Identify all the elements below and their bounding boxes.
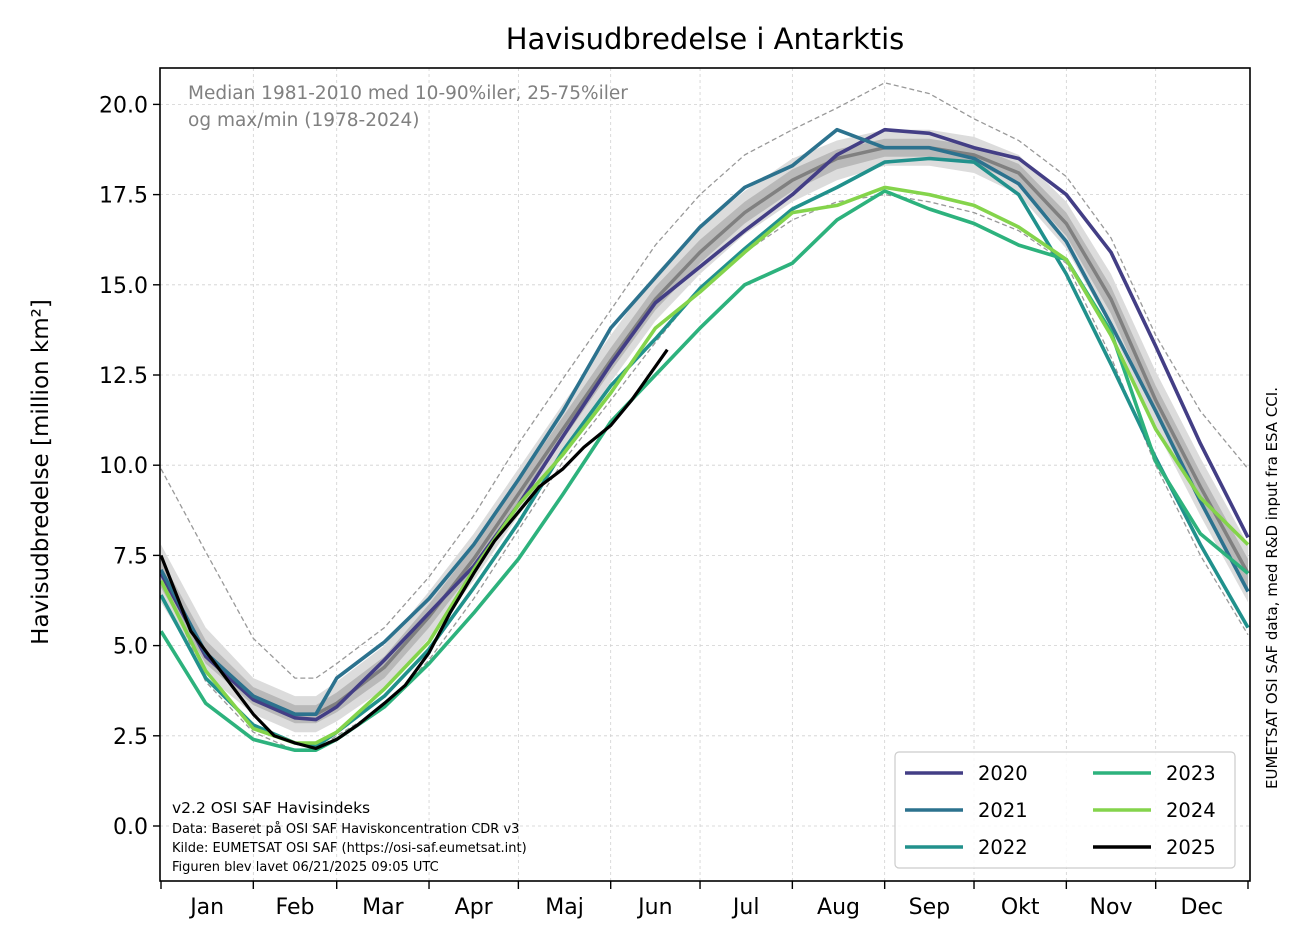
month-label: Feb: [276, 895, 315, 920]
y-tick-label: 0.0: [113, 815, 148, 840]
month-label: Sep: [909, 895, 950, 920]
series-line-2021: [159, 127, 1250, 717]
y-tick-label: 10.0: [99, 454, 148, 479]
y-tick-label: 2.5: [113, 725, 148, 750]
y-axis-label: Havisudbredelse [million km²]: [28, 299, 54, 645]
y-tick-label: 15.0: [99, 274, 148, 299]
y-tick-label: 5.0: [113, 635, 148, 660]
y-tick-label: 20.0: [99, 93, 148, 118]
plot-frame: [159, 67, 1251, 882]
y-axis-ticks: 0.0 2.5 5.0 7.5 10.0 12.5 15.0 17.5 20.0: [99, 93, 160, 840]
side-credit: EUMETSAT OSI SAF data, med R&D input fra…: [1263, 387, 1281, 789]
month-label: Mar: [362, 895, 404, 920]
legend-label-2024: 2024: [1166, 799, 1216, 822]
legend-label-2021: 2021: [978, 799, 1028, 822]
series-line-2022: [159, 156, 1250, 749]
chart-title: Havisudbredelse i Antarktis: [506, 22, 905, 56]
max-line: [160, 82, 1249, 679]
median-line: [159, 145, 1250, 716]
climatology-bands: [159, 82, 1250, 751]
month-label: Dec: [1181, 895, 1224, 920]
month-label: Nov: [1090, 895, 1133, 920]
legend-label-2020: 2020: [978, 762, 1028, 785]
month-label: Aug: [817, 895, 860, 920]
climatology-note-line-1: Median 1981-2010 med 10-90%iler, 25-75%i…: [188, 83, 628, 104]
series-line-2024: [159, 185, 1250, 745]
month-label: Maj: [545, 895, 584, 920]
climatology-note-line-2: og max/min (1978-2024): [188, 110, 420, 131]
month-label: Apr: [455, 895, 494, 920]
series-lines: [159, 127, 1250, 753]
footer-data: Data: Baseret på OSI SAF Haviskoncentrat…: [172, 822, 519, 837]
band-25-75: [161, 138, 1248, 724]
footer-source: Kilde: EUMETSAT OSI SAF (https://osi-saf…: [172, 841, 527, 856]
y-tick-label: 7.5: [113, 544, 148, 569]
series-line-2025: [159, 348, 669, 751]
footer-created: Figuren blev lavet 06/21/2025 09:05 UTC: [172, 860, 439, 875]
month-label: Jun: [636, 895, 672, 920]
footer-version: v2.2 OSI SAF Havisindeks: [172, 799, 370, 817]
legend-label-2023: 2023: [1166, 762, 1216, 785]
month-label: Okt: [1001, 895, 1040, 920]
legend-box: [894, 751, 1236, 869]
legend: 2020 2021 2022 2023 2024 2025: [894, 751, 1236, 869]
series-line-2020: [159, 127, 1250, 722]
y-tick-label: 17.5: [99, 184, 148, 209]
legend-label-2025: 2025: [1166, 836, 1216, 859]
y-tick-label: 12.5: [99, 364, 148, 389]
x-axis-ticks: Jan Feb Mar Apr Maj Jun Jul Aug Sep Okt Nov Dec: [160, 881, 1249, 920]
month-label: Jan: [188, 895, 224, 920]
legend-label-2022: 2022: [978, 836, 1028, 859]
month-label: Jul: [731, 895, 760, 920]
